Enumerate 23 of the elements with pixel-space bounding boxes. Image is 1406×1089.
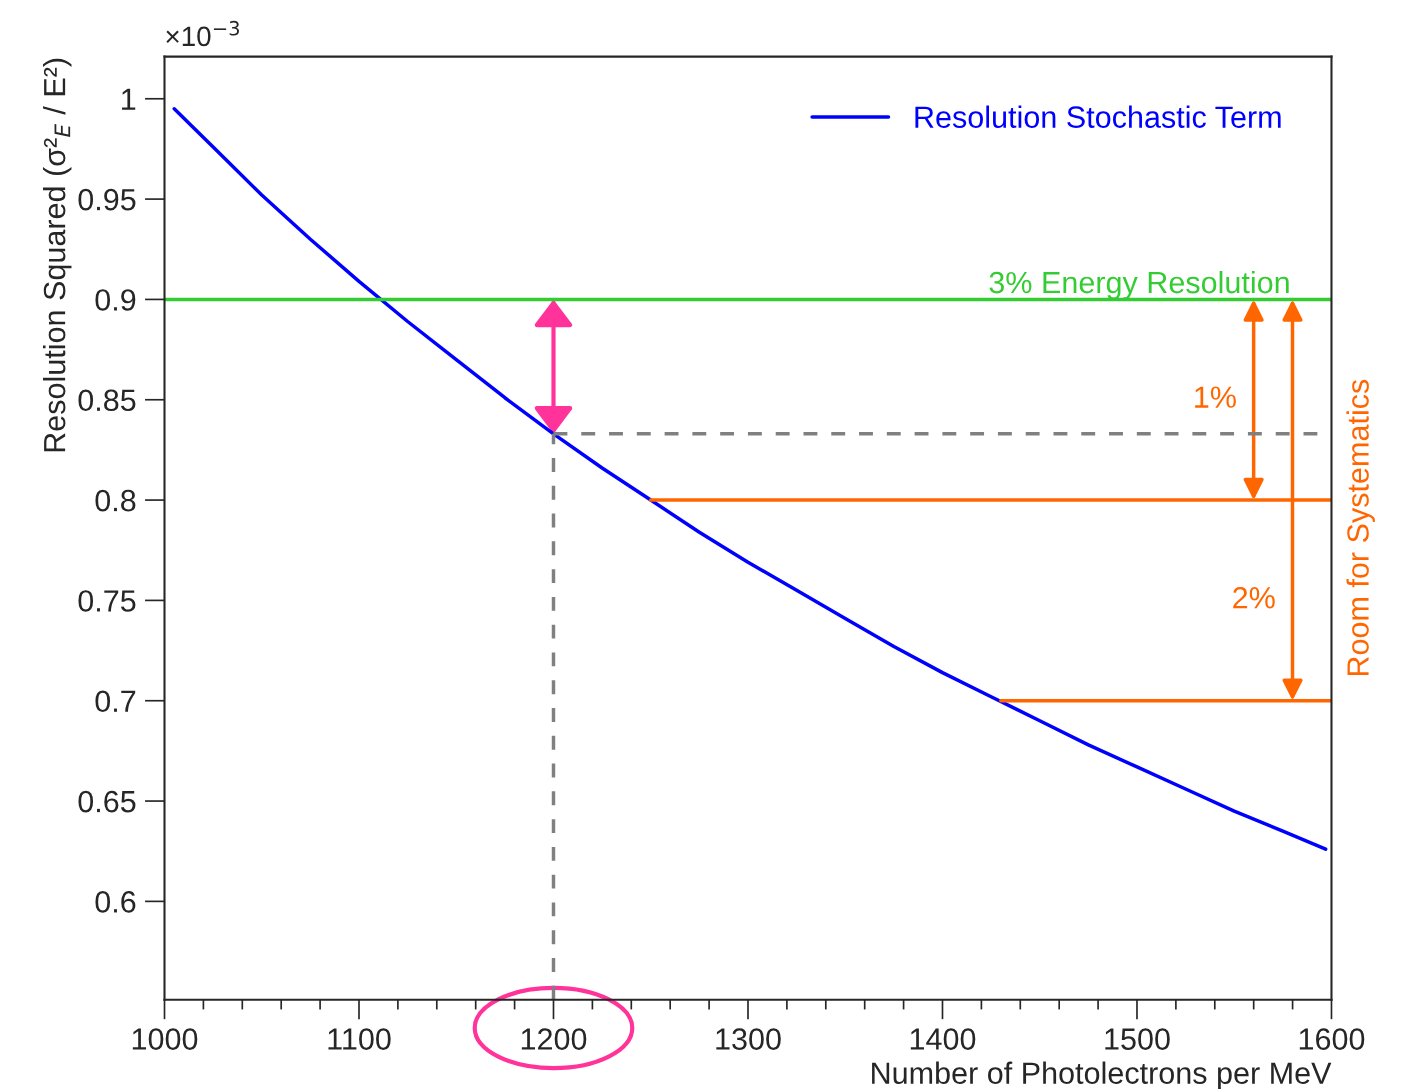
annotation: 1% [1195, 386, 1236, 408]
x-tick-label: 1300 [716, 1028, 781, 1050]
y-tick-label: 0.75 [78, 590, 136, 612]
x-tick-label: 1600 [1299, 1028, 1365, 1050]
y-tick-label: 0.65 [78, 790, 136, 813]
y-axis-title: Resolution Squared (σ²$_{E}$ / E²) [42, 58, 72, 452]
y-tick-label: 0.7 [95, 690, 136, 713]
ref-line-label: 3% Energy Resolution [989, 270, 1289, 300]
x-tick-label: 1200 [521, 1028, 587, 1050]
x-tick-label: 1500 [1105, 1028, 1170, 1050]
x-tick-label: 1000 [132, 1028, 198, 1050]
y-tick-label: 0.8 [95, 489, 136, 512]
x-tick-label: 1400 [910, 1028, 976, 1050]
x-tick-label: 1100 [328, 1028, 391, 1050]
y-tick-label: 0.6 [95, 891, 136, 913]
text: ×10$^{−3}$ [166, 20, 239, 47]
y-tick-label: 0.9 [95, 289, 136, 311]
y-tick-label: 1 [122, 88, 136, 110]
y-tick-label: 0.95 [78, 188, 136, 211]
y2-axis-title: Room for Systematics [1346, 379, 1375, 676]
annotation: 2% [1233, 586, 1275, 609]
legend-label: Resolution Stochastic Term [915, 105, 1281, 128]
y-tick-label: 0.85 [78, 389, 136, 412]
